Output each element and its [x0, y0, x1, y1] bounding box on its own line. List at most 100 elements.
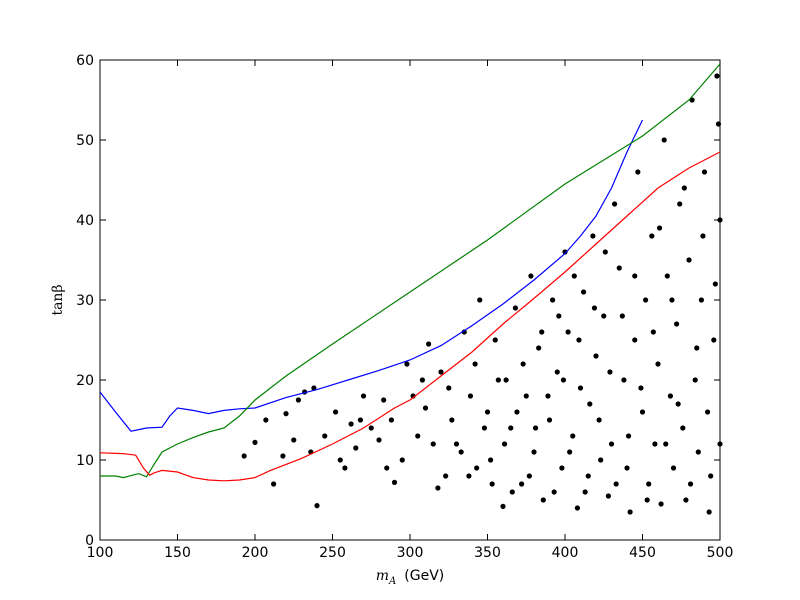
scatter-point: [353, 445, 359, 451]
scatter-point: [574, 505, 581, 511]
scatter-point: [705, 409, 711, 415]
scatter-point: [582, 489, 588, 495]
scatter-point: [520, 361, 526, 367]
scatter-point: [554, 369, 560, 375]
y-tick-label: 40: [76, 213, 94, 229]
scatter-point: [399, 457, 405, 463]
scatter-point: [646, 481, 652, 487]
x-tick-label: 250: [319, 545, 346, 561]
scatter-point: [477, 297, 483, 303]
scatter-point: [581, 289, 587, 295]
scatter-point: [519, 481, 525, 487]
scatter-point: [632, 337, 638, 343]
scatter-point: [453, 441, 460, 447]
scatter-point: [655, 361, 661, 367]
scatter-point: [593, 353, 599, 359]
scatter-point: [570, 433, 576, 439]
y-tick-label: 10: [76, 453, 94, 469]
scatter-point: [680, 425, 686, 431]
x-label-symbol: m: [376, 568, 389, 584]
scatter-point: [687, 481, 694, 487]
scatter-point: [638, 385, 644, 391]
scatter-point: [503, 377, 509, 383]
curve: [100, 63, 721, 479]
scatter-point: [419, 377, 425, 383]
scatter-point: [717, 217, 723, 223]
scatter-point: [536, 345, 542, 351]
scatter-point: [602, 249, 608, 255]
x-tick-label: 200: [242, 545, 269, 561]
scatter-point: [656, 225, 663, 231]
scatter-point: [311, 385, 317, 391]
curve: [99, 119, 644, 432]
scatter-point: [438, 369, 444, 375]
scatter-point: [635, 169, 641, 175]
scatter-point: [526, 473, 532, 479]
scatter-point: [562, 249, 568, 255]
scatter-point: [458, 449, 464, 455]
x-tick-label: 500: [707, 545, 734, 561]
scatter-point: [422, 405, 429, 411]
scatter-point: [587, 401, 593, 407]
y-tick-label: 60: [76, 53, 94, 69]
scatter-point: [712, 281, 718, 287]
scatter-point: [342, 465, 348, 471]
scatter-point: [694, 345, 700, 351]
scatter-point: [241, 453, 247, 459]
scatter-point: [627, 509, 633, 515]
scatter-point: [649, 233, 655, 239]
x-tick-label: 100: [87, 545, 114, 561]
scatter-point: [426, 341, 432, 347]
scatter-point: [381, 397, 387, 403]
scatter-point: [683, 497, 689, 503]
scatter-point: [612, 201, 618, 207]
scatter-point: [430, 441, 436, 447]
scatter-point: [639, 409, 646, 415]
scatter-point: [576, 337, 582, 343]
scatter-point: [605, 493, 612, 499]
scatter-point: [681, 185, 687, 191]
scatter-point: [677, 201, 683, 207]
x-tick-label: 350: [474, 545, 501, 561]
scatter-point: [613, 481, 619, 487]
scatter-point: [663, 441, 669, 447]
scatter-point: [509, 489, 515, 495]
scatter-point: [675, 401, 681, 407]
scatter-point: [632, 273, 638, 279]
scatter-point: [686, 257, 692, 263]
scatter-point: [698, 297, 705, 303]
scatter-point: [280, 453, 286, 459]
x-tick-label: 400: [552, 545, 579, 561]
scatter-point: [333, 409, 339, 415]
scatter-point: [551, 489, 557, 495]
scatter-point: [501, 441, 508, 447]
x-label-subscript: A: [388, 576, 396, 587]
y-tick-label: 0: [85, 533, 94, 549]
scatter-point: [708, 473, 714, 479]
scatter-point: [461, 329, 467, 335]
curve: [99, 151, 721, 482]
scatter-point: [376, 437, 382, 443]
scatter-point: [271, 481, 277, 487]
scatter-point: [472, 361, 478, 367]
y-tick-label: 30: [76, 293, 94, 309]
scatter-point: [644, 497, 650, 503]
y-axis-label: tanβ: [50, 284, 66, 315]
scatter-point: [474, 465, 480, 471]
scatter-point: [706, 509, 712, 515]
scatter-point: [388, 417, 394, 423]
scatter-point: [291, 437, 297, 443]
scatter-point: [567, 449, 573, 455]
x-tick-label: 450: [629, 545, 656, 561]
x-tick-label: 150: [164, 545, 191, 561]
scatter-point: [608, 441, 615, 447]
scatter-point: [337, 457, 343, 463]
scatter-point: [560, 377, 567, 383]
scatter-point: [590, 233, 596, 239]
scatter-point: [495, 377, 501, 383]
scatter-point: [643, 297, 649, 303]
scatter-point: [360, 393, 367, 399]
scatter-point: [484, 409, 491, 415]
scatter-point: [466, 473, 472, 479]
